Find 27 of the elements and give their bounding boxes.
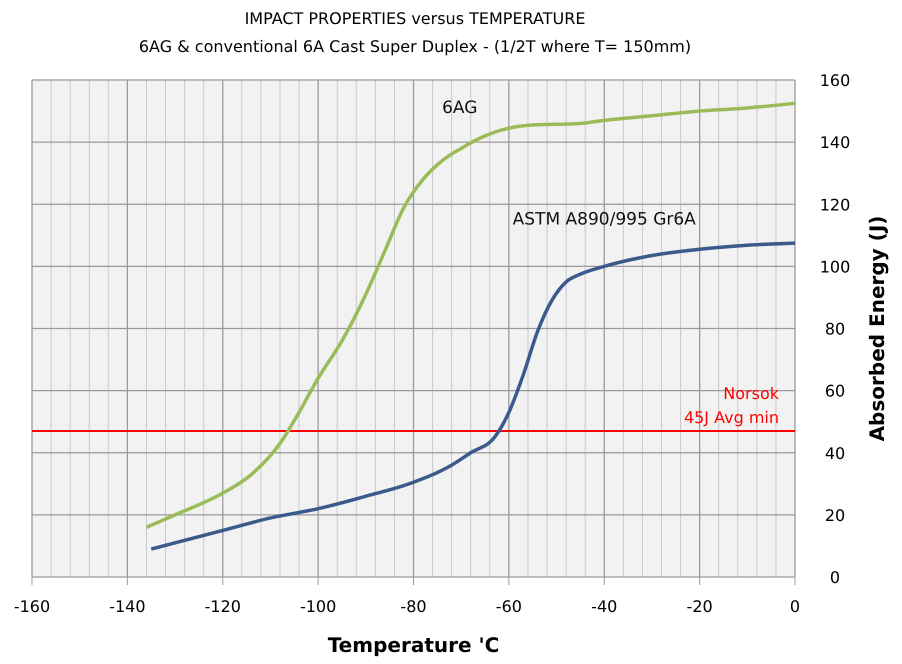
chart-subtitle: 6AG & conventional 6A Cast Super Duplex - (1/2T where T= 150mm) [138, 37, 692, 56]
x-tick-label: -60 [496, 597, 522, 616]
x-tick-label: -160 [14, 597, 50, 616]
y-tick-label: 160 [820, 71, 850, 90]
line-series [144, 102, 797, 530]
x-tick-label: -100 [300, 597, 336, 616]
x-tick-label: -40 [591, 597, 618, 616]
x-tick-label: -20 [686, 597, 713, 616]
x-tick-label: 0 [790, 597, 800, 616]
y-tick-label: 120 [820, 195, 850, 214]
x-axis-title: Temperature 'C [328, 633, 500, 657]
x-tick-label: -120 [204, 597, 241, 616]
x-tick-label: -140 [109, 597, 146, 616]
ref-line-label: Norsok 45J Avg min [684, 384, 780, 428]
y-tick-label: 40 [824, 444, 846, 463]
x-tick-label: -80 [400, 597, 427, 616]
y-tick-label: 80 [824, 320, 846, 338]
chart-title: IMPACT PROPERTIES versus TEMPERATURE [244, 9, 586, 28]
y-axis-title: Absorbed Energy (J) [865, 216, 889, 442]
y-tick-label: 20 [824, 506, 846, 525]
series-label: 6AG [442, 98, 478, 118]
y-tick-label: 100 [820, 257, 850, 276]
line-series [149, 241, 797, 551]
y-tick-label: 140 [820, 133, 850, 152]
y-tick-label: 60 [824, 382, 846, 401]
y-tick-label: 0 [830, 568, 840, 587]
series-label: ASTM A890/995 Gr6A [512, 209, 696, 230]
